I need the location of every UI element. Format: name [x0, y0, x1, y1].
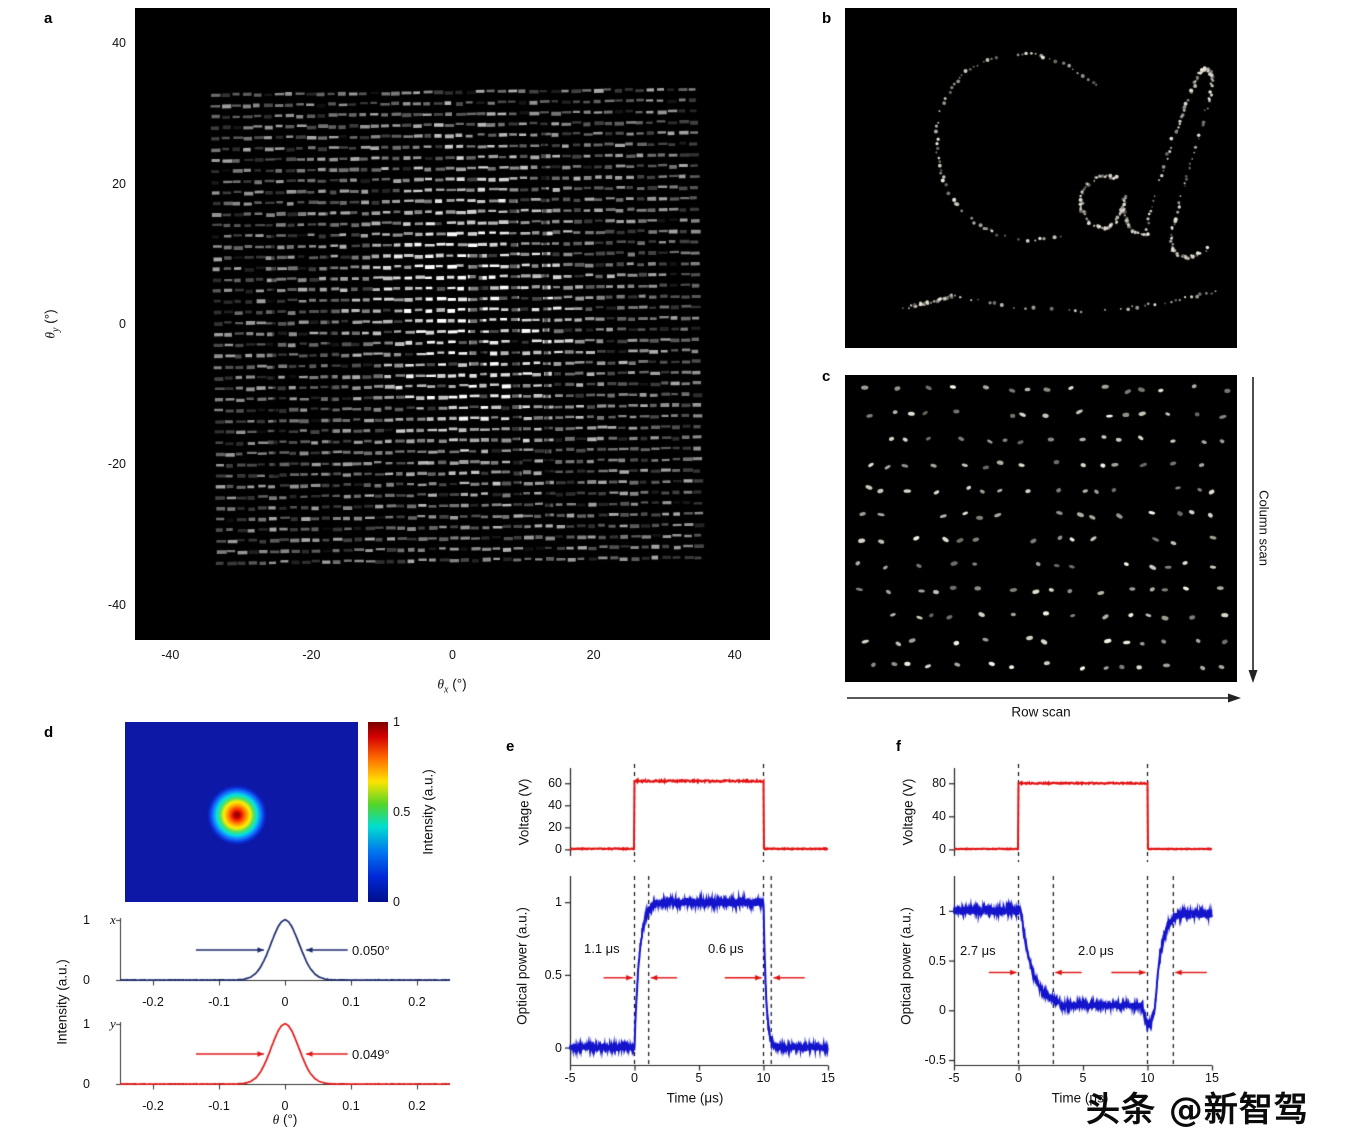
tick-label: 0 — [393, 895, 400, 909]
tick-label: -0.5 — [924, 1053, 946, 1068]
tick-label: 5 — [695, 1071, 703, 1085]
e-rise-time-annotation: 1.1 μs — [584, 941, 620, 956]
panel-a-farfield-image — [135, 8, 770, 640]
tick-label: 5 — [1079, 1071, 1087, 1085]
column-scan-arrow — [1248, 377, 1258, 683]
tick-label: 60 — [548, 776, 562, 791]
tick-label: 1 — [555, 895, 562, 910]
panel-d-colorbar — [368, 722, 388, 902]
tick-label: 20 — [112, 176, 126, 191]
tick-label: 0 — [1015, 1071, 1022, 1085]
row-scan-arrow — [847, 693, 1241, 703]
tick-label: -20 — [107, 457, 126, 472]
tick-label: 0 — [281, 1099, 289, 1113]
tick-label: 0 — [281, 995, 289, 1009]
tick-label: 0.5 — [928, 953, 946, 968]
tick-label: -0.2 — [142, 995, 164, 1009]
d-y-fwhm-value: 0.049° — [352, 1047, 390, 1062]
f-time-axis-title: Time (μs) — [1051, 1090, 1109, 1106]
tick-label: 0.2 — [408, 995, 426, 1009]
tick-label: -40 — [161, 648, 180, 662]
f-voltage-axis-title: Voltage (V) — [900, 778, 916, 846]
tick-label: 0 — [555, 1040, 562, 1055]
row-scan-label: Row scan — [1011, 704, 1071, 720]
tick-label: 1 — [83, 913, 90, 927]
panel-b-cal-signature-image — [845, 8, 1237, 348]
tick-label: 10 — [1140, 1071, 1155, 1085]
tick-label: -40 — [107, 597, 126, 612]
tick-label: 0 — [119, 317, 126, 331]
tick-label: 0 — [939, 842, 946, 857]
tick-label: 0 — [83, 973, 90, 987]
watermark: 头条 @新智驾 — [1086, 1090, 1309, 1130]
panel-label-f: f — [896, 738, 901, 755]
e-fall-time-annotation: 0.6 μs — [708, 941, 744, 956]
tick-label: 40 — [932, 809, 946, 824]
panel-f-voltage-plot — [940, 758, 1218, 866]
tick-label: -20 — [302, 648, 321, 662]
d-x-fwhm-value: 0.050° — [352, 943, 390, 958]
tick-label: 1 — [83, 1017, 90, 1031]
tick-label: 20 — [548, 820, 562, 835]
panel-e-optical-power-plot — [556, 868, 834, 1078]
d-xaxis-title: θ (°) — [272, 1112, 298, 1127]
panel-d-y-profile-plot — [95, 1012, 460, 1100]
panel-c-scan-dots-image — [845, 375, 1237, 682]
e-time-axis-title: Time (μs) — [666, 1090, 724, 1106]
panel-label-c: c — [822, 368, 831, 385]
a-xaxis-title: θx (°) — [437, 676, 467, 696]
d-x-series-label: x — [110, 912, 116, 927]
tick-label: 0 — [631, 1071, 638, 1085]
tick-label: 1 — [393, 715, 400, 729]
d-profiles-yaxis-title: Intensity (a.u.) — [54, 959, 70, 1045]
f-rise-time-annotation: 2.0 μs — [1078, 943, 1114, 958]
d-y-series-label: y — [110, 1016, 116, 1031]
tick-label: -0.1 — [208, 995, 230, 1009]
tick-label: 15 — [821, 1071, 835, 1085]
tick-label: -0.1 — [208, 1099, 230, 1113]
tick-label: -0.2 — [142, 1099, 164, 1113]
panel-f-optical-power-plot — [940, 868, 1218, 1078]
tick-label: 0.2 — [408, 1099, 426, 1113]
tick-label: 0.1 — [342, 995, 360, 1009]
tick-label: 40 — [727, 648, 742, 662]
tick-label: 40 — [548, 798, 562, 813]
tick-label: 0.1 — [342, 1099, 360, 1113]
tick-label: 40 — [112, 36, 126, 51]
a-yaxis-title: θy (°) — [42, 309, 62, 339]
tick-label: 20 — [586, 648, 601, 662]
tick-label: 1 — [939, 903, 946, 918]
panel-label-e: e — [506, 738, 515, 755]
panel-d-beam-spot-heatmap — [125, 722, 358, 902]
tick-label: 0.5 — [393, 805, 411, 819]
tick-label: 0 — [555, 842, 562, 857]
f-fall-time-annotation: 2.7 μs — [960, 943, 996, 958]
tick-label: 10 — [756, 1071, 771, 1085]
column-scan-label: Column scan — [1256, 490, 1272, 566]
panel-label-d: d — [44, 724, 54, 741]
tick-label: 0.5 — [544, 967, 562, 982]
tick-label: 80 — [932, 776, 946, 791]
tick-label: 0 — [449, 648, 456, 662]
tick-label: 0 — [939, 1003, 946, 1018]
colorbar-label: Intensity (a.u.) — [420, 769, 436, 855]
e-voltage-axis-title: Voltage (V) — [516, 778, 532, 846]
tick-label: -5 — [564, 1071, 576, 1085]
panel-label-b: b — [822, 10, 832, 27]
panel-label-a: a — [44, 10, 53, 27]
f-optical-axis-title: Optical power (a.u.) — [898, 907, 914, 1025]
tick-label: -5 — [948, 1071, 960, 1085]
e-optical-axis-title: Optical power (a.u.) — [514, 907, 530, 1025]
panel-e-voltage-plot — [556, 758, 834, 866]
panel-d-x-profile-plot — [95, 908, 460, 996]
tick-label: 15 — [1205, 1071, 1219, 1085]
tick-label: 0 — [83, 1077, 90, 1091]
